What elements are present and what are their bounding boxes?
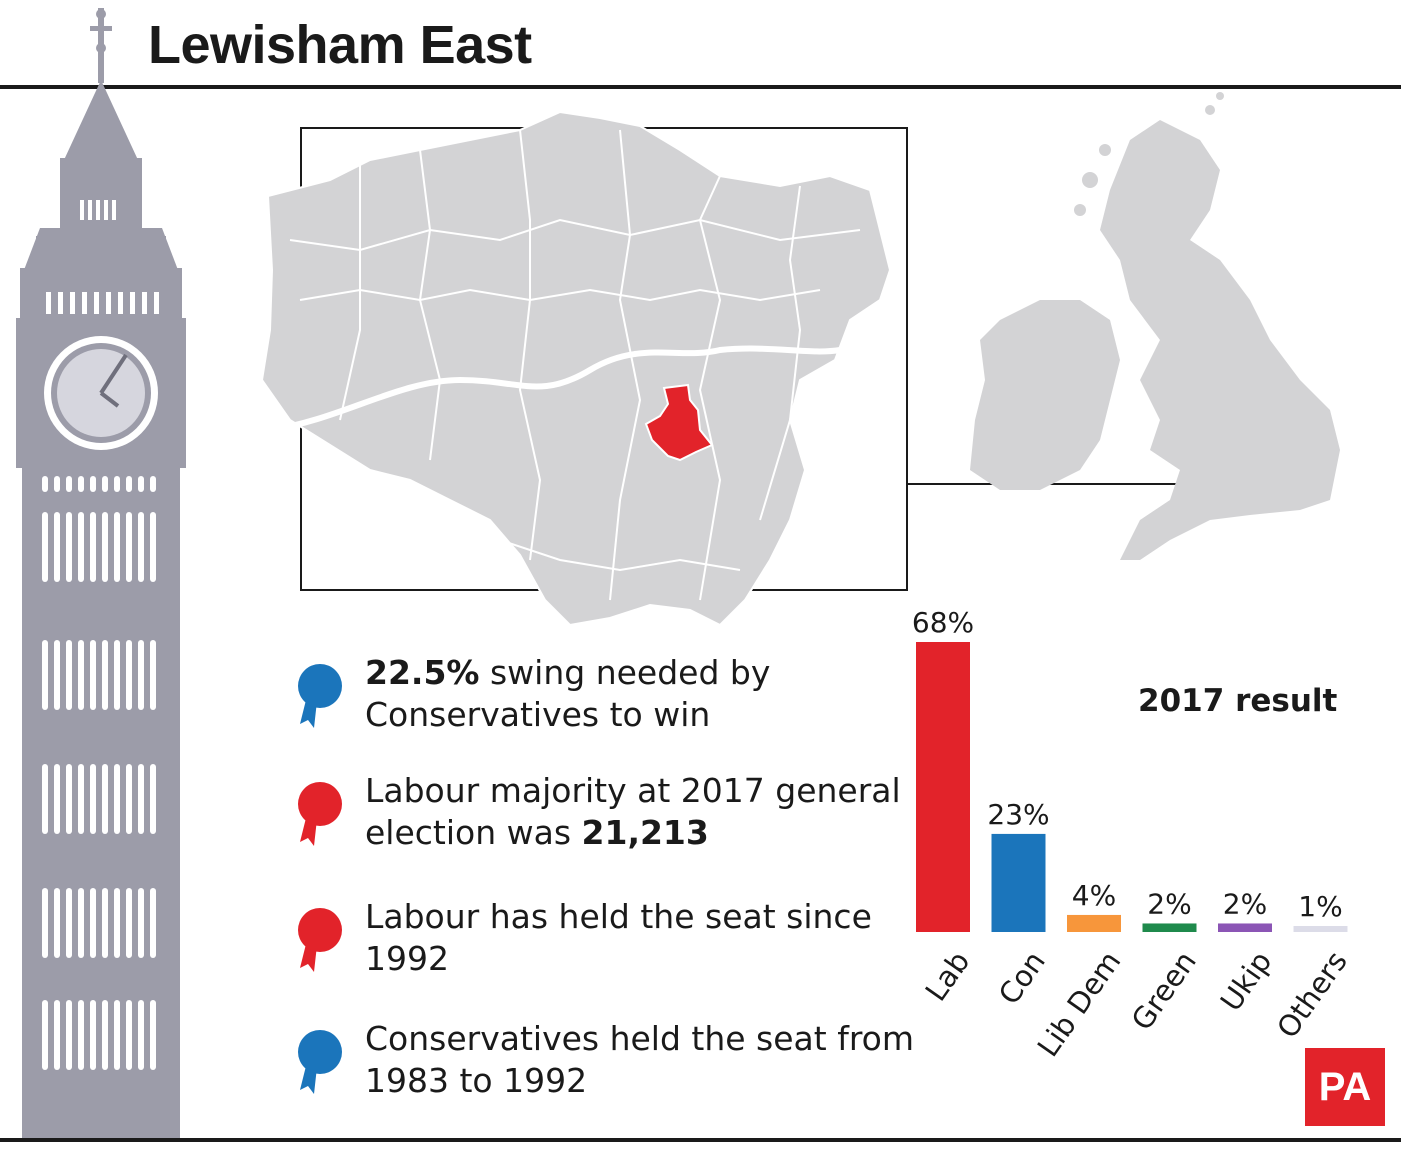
chart-title: 2017 result: [1138, 683, 1338, 719]
bar-green: [1142, 923, 1197, 932]
fact-swing: 22.5% swing needed by Conservatives to w…: [290, 652, 910, 742]
rosette-icon: [298, 782, 342, 846]
category-label: Green: [1125, 945, 1203, 1036]
fact-text: swing needed by Conservatives to win: [365, 653, 771, 734]
category-label: Lab: [919, 945, 977, 1007]
bar-ukip: [1218, 923, 1272, 932]
bar-con: [991, 833, 1046, 932]
bar-value-label: 2%: [1147, 887, 1191, 920]
page-title: Lewisham East: [148, 15, 532, 75]
rosette-icon: [298, 664, 342, 728]
great-britain-map: [1100, 120, 1340, 560]
rosette-icon: [298, 1030, 342, 1094]
fact-bold-lead: 22.5%: [365, 653, 480, 692]
fact-bold-tail: 21,213: [581, 813, 709, 852]
bar-value-label: 2%: [1223, 887, 1267, 920]
bar-value-label: 1%: [1298, 890, 1342, 923]
bar-lab: [916, 642, 970, 932]
lewisham-east-highlight: [644, 383, 714, 462]
pa-logo: PA: [1305, 1048, 1385, 1126]
bar-others: [1293, 926, 1348, 932]
ireland-map: [970, 300, 1120, 490]
fact-labour-held: Labour has held the seat since 1992: [290, 896, 910, 986]
fact-majority: Labour majority at 2017 general election…: [290, 770, 910, 860]
category-label: Con: [992, 945, 1052, 1011]
fact-conservatives-held: Conservatives held the seat from 1983 to…: [290, 1018, 914, 1108]
big-ben-illustration: [16, 8, 186, 1138]
fact-text: Conservatives held the seat from 1983 to…: [365, 1019, 914, 1100]
bar-value-label: 4%: [1072, 879, 1116, 912]
rosette-icon: [298, 908, 342, 972]
london-boroughs-map: [260, 110, 892, 627]
bar-value-label: 68%: [912, 606, 974, 639]
top-rule: [0, 85, 1401, 89]
bottom-rule: [0, 1138, 1401, 1142]
bar-value-label: 23%: [987, 798, 1049, 831]
category-label: Ukip: [1214, 945, 1279, 1017]
bar-lib-dem: [1067, 914, 1121, 932]
category-label: Others: [1270, 945, 1354, 1044]
fact-text: Labour majority at 2017 general election…: [365, 771, 901, 852]
fact-text: Labour has held the seat since 1992: [365, 897, 872, 978]
